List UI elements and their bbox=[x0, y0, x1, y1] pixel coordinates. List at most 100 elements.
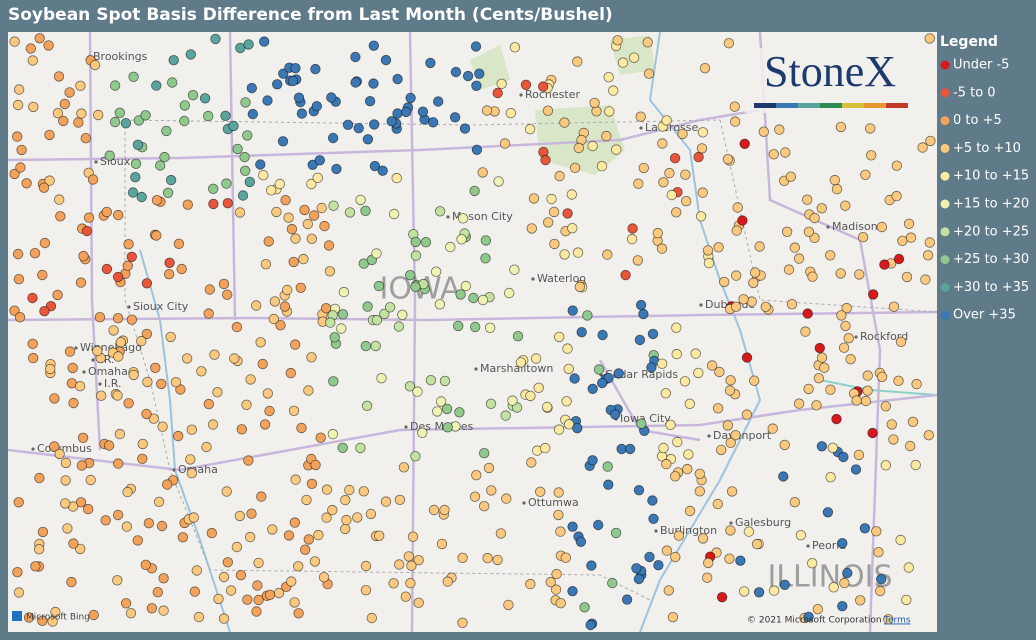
site-dot bbox=[572, 247, 584, 258]
site-dot bbox=[236, 424, 248, 435]
legend-swatch bbox=[940, 116, 950, 126]
site-dot bbox=[161, 479, 173, 490]
site-dot bbox=[253, 594, 264, 606]
site-dot bbox=[282, 284, 293, 296]
site-dot bbox=[724, 553, 735, 564]
site-dot bbox=[684, 505, 696, 517]
logo-background bbox=[745, 48, 915, 113]
site-dot bbox=[850, 464, 862, 475]
site-dot bbox=[253, 557, 264, 569]
site-dot bbox=[410, 236, 421, 248]
site-dot bbox=[161, 125, 172, 137]
site-dot bbox=[853, 449, 865, 461]
place-marker bbox=[826, 225, 830, 229]
place-marker bbox=[806, 544, 810, 548]
site-dot bbox=[331, 163, 342, 175]
site-dot bbox=[210, 33, 221, 45]
legend-swatch bbox=[940, 143, 950, 153]
site-dot bbox=[445, 241, 456, 253]
site-dot bbox=[316, 202, 327, 214]
site-dot bbox=[405, 270, 416, 281]
site-dot bbox=[201, 441, 212, 453]
site-dot bbox=[831, 183, 843, 195]
site-dot bbox=[114, 428, 126, 440]
site-dot bbox=[879, 259, 890, 270]
site-dot bbox=[567, 521, 578, 532]
site-dot bbox=[917, 142, 928, 153]
place-label: Sioux City bbox=[133, 300, 189, 313]
site-dot bbox=[545, 576, 556, 588]
site-dot bbox=[661, 115, 672, 126]
site-dot bbox=[55, 211, 66, 222]
site-dot bbox=[425, 375, 437, 386]
place-label: Ottumwa bbox=[528, 496, 579, 509]
site-dot bbox=[425, 57, 436, 69]
site-dot bbox=[126, 251, 138, 262]
site-dot bbox=[726, 486, 738, 497]
place-marker bbox=[31, 447, 35, 451]
site-dot bbox=[377, 165, 388, 176]
site-dot bbox=[665, 419, 676, 431]
site-dot bbox=[525, 578, 536, 590]
site-dot bbox=[636, 418, 647, 429]
site-dot bbox=[157, 421, 168, 432]
site-dot bbox=[44, 175, 55, 186]
site-dot bbox=[397, 309, 408, 321]
site-dot bbox=[13, 274, 25, 285]
place-marker bbox=[74, 346, 78, 350]
site-dot bbox=[132, 535, 144, 546]
site-dot bbox=[450, 66, 462, 78]
place-label: Waterloo bbox=[537, 272, 586, 285]
site-dot bbox=[170, 377, 182, 388]
site-dot bbox=[714, 366, 725, 378]
site-dot bbox=[549, 238, 560, 250]
site-dot bbox=[50, 606, 61, 618]
site-dot bbox=[251, 606, 262, 617]
site-dot bbox=[723, 38, 735, 49]
site-dot bbox=[713, 242, 724, 253]
place-marker bbox=[654, 529, 658, 533]
site-dot bbox=[845, 354, 856, 365]
site-dot bbox=[541, 401, 553, 413]
site-dot bbox=[672, 436, 683, 448]
site-dot bbox=[13, 497, 24, 508]
site-dot bbox=[895, 534, 906, 546]
site-dot bbox=[886, 419, 898, 430]
site-dot bbox=[52, 289, 63, 301]
terms-link[interactable]: Terms bbox=[883, 616, 911, 626]
site-dot bbox=[741, 352, 753, 363]
site-dot bbox=[179, 100, 191, 111]
site-dot bbox=[829, 174, 841, 186]
site-dot bbox=[141, 408, 152, 420]
site-dot bbox=[585, 619, 596, 631]
site-dot bbox=[355, 442, 366, 454]
place-label: I.R. bbox=[104, 377, 122, 390]
site-dot bbox=[28, 101, 39, 113]
site-dot bbox=[30, 561, 41, 572]
site-dot bbox=[311, 100, 323, 112]
site-dot bbox=[151, 194, 163, 206]
site-dot bbox=[344, 207, 356, 218]
site-dot bbox=[89, 59, 101, 71]
site-dot bbox=[410, 250, 422, 261]
site-dot bbox=[369, 160, 381, 172]
site-dot bbox=[814, 342, 826, 354]
site-dot bbox=[779, 579, 791, 591]
site-dot bbox=[75, 497, 87, 508]
site-dot bbox=[428, 504, 440, 516]
site-dot bbox=[779, 439, 790, 451]
legend-label: +30 to +35 bbox=[953, 280, 1029, 295]
site-dot bbox=[760, 301, 772, 313]
site-dot bbox=[482, 552, 493, 564]
site-dot bbox=[679, 376, 691, 387]
site-dot bbox=[561, 396, 572, 407]
place-marker bbox=[474, 367, 478, 371]
legend-label: -5 to 0 bbox=[953, 85, 996, 100]
site-dot bbox=[682, 463, 693, 475]
site-dot bbox=[207, 419, 219, 430]
site-dot bbox=[530, 353, 542, 364]
site-dot bbox=[460, 280, 472, 292]
site-dot bbox=[52, 107, 64, 119]
site-dot bbox=[712, 403, 724, 414]
place-marker bbox=[699, 303, 703, 307]
